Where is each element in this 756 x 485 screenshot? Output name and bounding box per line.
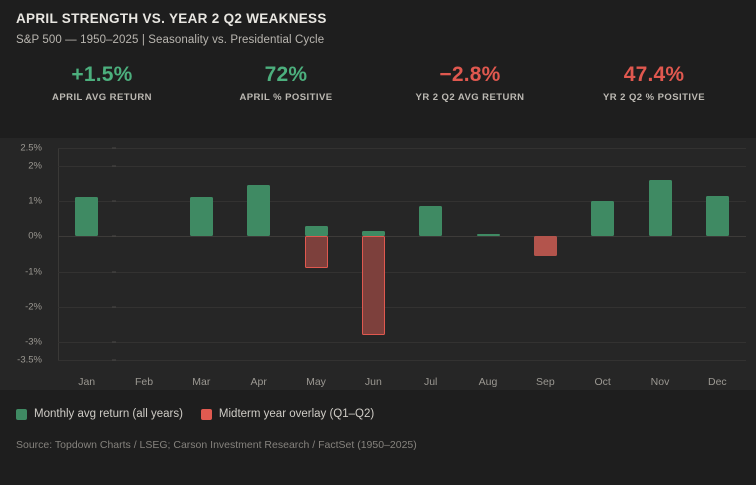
y-axis-tick-label: -1% [25,266,42,278]
x-axis-label-oct: Oct [594,376,611,388]
legend-swatch-icon [16,409,27,420]
y-axis-tick-mark [112,147,116,149]
header: APRIL STRENGTH VS. YEAR 2 Q2 WEAKNESS S&… [0,0,756,48]
legend-swatch-icon [200,409,212,420]
kpi-yr2q2-percent-positive: 47.4% YR 2 Q2 % POSITIVE [562,62,746,104]
plot-area: 2.5% 2% 1% 0% -1% -2% -3% -3.5% Jan Feb Mar Apr May J… [17,143,746,388]
bar-monthly-oct[interactable] [591,201,615,237]
kpi-label: APRIL % POSITIVE [239,92,333,103]
x-axis-label-aug: Aug [478,376,498,388]
x-axis-label-mar: Mar [192,376,211,388]
page-title: APRIL STRENGTH VS. YEAR 2 Q2 WEAKNESS [16,11,327,26]
kpi-value: 47.4% [623,63,685,86]
y-axis-tick-label: 0% [28,230,42,242]
kpi-value: −2.8% [439,63,501,86]
bar-monthly-may[interactable] [304,225,328,237]
kpi-label: YR 2 Q2 AVG RETURN [415,92,525,103]
chart-panel: 2.5% 2% 1% 0% -1% -2% -3% -3.5% Jan Feb Mar Apr May J… [0,138,756,390]
y-axis-tick-mark [112,200,116,202]
y-axis-tick-label: 2.5% [20,142,42,154]
x-axis-label-nov: Nov [650,376,670,388]
x-axis-label-apr: Apr [250,376,267,388]
x-axis-label-feb: Feb [134,376,154,388]
gridline [58,236,746,238]
bar-monthly-dec[interactable] [705,195,729,237]
chart-legend: Monthly avg return (all years) Midterm y… [16,407,374,422]
bar-overlay-may[interactable] [304,236,328,269]
bar-overlay-jun[interactable] [361,236,385,336]
gridline [58,307,746,308]
y-axis-tick-mark [112,235,116,237]
source-note: Source: Topdown Charts / LSEG; Carson In… [16,439,417,451]
page-subtitle: S&P 500 — 1950–2025 | Seasonality vs. Pr… [16,34,325,46]
legend-item-monthly[interactable]: Monthly avg return (all years) [16,407,183,422]
bar-monthly-jan[interactable] [75,197,99,237]
gridline [58,271,746,273]
kpi-value: +1.5% [71,63,133,86]
gridline [58,342,746,344]
bar-monthly-nov[interactable] [648,179,672,237]
y-axis-spine [58,148,59,360]
x-axis-label-jul: Jul [423,376,438,388]
legend-item-midterm[interactable]: Midterm year overlay (Q1–Q2) [200,407,375,422]
legend-label: Monthly avg return (all years) [34,408,183,420]
kpi-april-avg-return: +1.5% APRIL AVG RETURN [10,62,194,104]
kpi-label: APRIL AVG RETURN [52,92,152,103]
gridline [58,360,746,361]
kpi-value: 72% [264,63,308,86]
bar-monthly-mar[interactable] [189,197,213,237]
y-axis-tick-label: -2% [25,301,42,313]
gridline [58,165,746,167]
y-axis-tick-mark [112,341,116,343]
y-axis-tick-mark [112,165,116,167]
bar-monthly-aug[interactable] [476,233,500,237]
y-axis-tick-label: -3% [25,336,42,348]
kpi-row: +1.5% APRIL AVG RETURN 72% APRIL % POSIT… [0,62,756,104]
x-axis-label-dec: Dec [707,376,727,388]
gridline [58,201,746,202]
legend-label: Midterm year overlay (Q1–Q2) [218,408,375,420]
y-axis-tick-label: 2% [28,160,42,172]
bar-monthly-jun[interactable] [361,231,385,237]
x-axis-label-may: May [306,376,326,388]
kpi-yr2q2-avg-return: −2.8% YR 2 Q2 AVG RETURN [378,62,562,104]
x-axis-label-sep: Sep [535,376,555,388]
kpi-label: YR 2 Q2 % POSITIVE [602,92,706,103]
y-axis-tick-label: 1% [28,195,42,207]
bar-monthly-jul[interactable] [419,206,443,237]
y-axis-tick-mark [112,306,116,308]
y-axis-tick-mark [112,271,116,273]
bar-monthly-sep[interactable] [533,236,557,256]
x-axis-label-jan: Jan [78,376,96,388]
x-axis-label-jun: Jun [364,376,382,388]
y-axis-tick-mark [112,359,116,361]
gridline [58,148,746,149]
y-axis-tick-label: -3.5% [17,354,42,366]
bar-monthly-apr[interactable] [247,185,271,237]
kpi-april-percent-positive: 72% APRIL % POSITIVE [194,62,378,104]
